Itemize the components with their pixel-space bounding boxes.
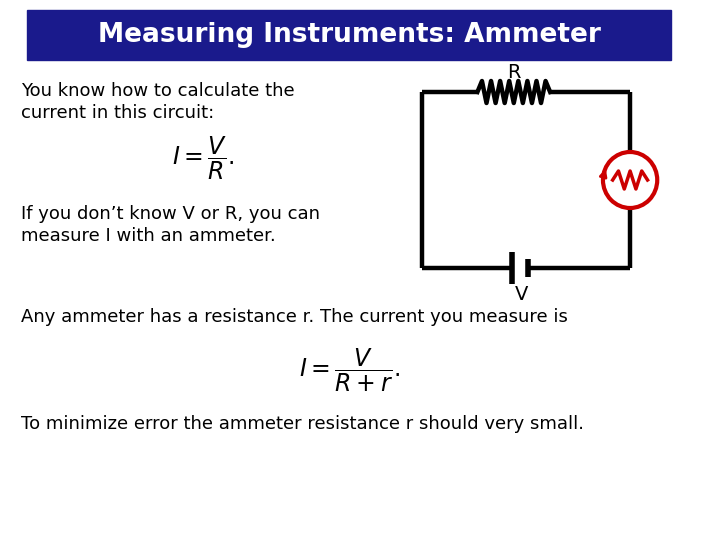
Text: R: R [507, 63, 521, 82]
Text: You know how to calculate the: You know how to calculate the [22, 82, 295, 100]
Text: V: V [514, 285, 528, 303]
Text: To minimize error the ammeter resistance r should very small.: To minimize error the ammeter resistance… [22, 415, 585, 433]
Text: Any ammeter has a resistance r. The current you measure is: Any ammeter has a resistance r. The curr… [22, 308, 568, 326]
Text: If you don’t know V or R, you can: If you don’t know V or R, you can [22, 205, 320, 223]
Text: $I = \dfrac{V}{R}.$: $I = \dfrac{V}{R}.$ [173, 134, 235, 181]
Text: Measuring Instruments: Ammeter: Measuring Instruments: Ammeter [97, 22, 600, 48]
Text: measure I with an ammeter.: measure I with an ammeter. [22, 227, 276, 245]
Text: current in this circuit:: current in this circuit: [22, 104, 215, 122]
Text: $I = \dfrac{V}{R+r}.$: $I = \dfrac{V}{R+r}.$ [299, 346, 400, 394]
FancyBboxPatch shape [27, 10, 671, 60]
